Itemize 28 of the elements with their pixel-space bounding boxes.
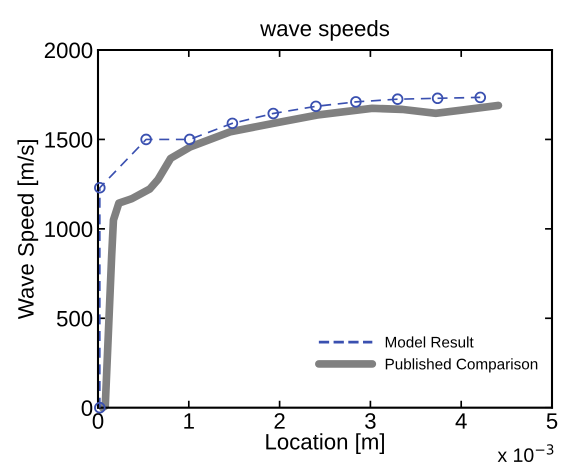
y-tick-label: 2000 bbox=[44, 42, 92, 58]
point bbox=[310, 100, 322, 112]
point bbox=[267, 108, 280, 120]
chart-title: wave speeds bbox=[260, 20, 390, 41]
point bbox=[432, 92, 444, 104]
point bbox=[94, 182, 106, 194]
x-tick-label: 5 bbox=[546, 413, 558, 429]
x-tick-label: 1 bbox=[184, 413, 194, 429]
x-tick-label: 0 bbox=[92, 413, 104, 429]
x-tick-label: 4 bbox=[456, 413, 467, 429]
y-tick-label: 1000 bbox=[45, 221, 92, 238]
point bbox=[140, 134, 152, 146]
point bbox=[94, 402, 106, 414]
text: x 10$^{−3}$ bbox=[498, 444, 554, 462]
point bbox=[392, 93, 404, 105]
y-tick-label: 500 bbox=[56, 310, 92, 327]
y-tick-label: 0 bbox=[82, 400, 92, 416]
legend-label: Model Result bbox=[386, 336, 474, 348]
point bbox=[350, 96, 362, 108]
point bbox=[474, 92, 486, 104]
x-axis-title: Location [m] bbox=[266, 433, 384, 454]
point bbox=[184, 134, 196, 146]
point bbox=[226, 118, 238, 130]
legend-label: Published Comparison bbox=[386, 358, 538, 372]
y-tick-label: 1500 bbox=[45, 132, 92, 148]
y-axis-title: Wave Speed [m/s] bbox=[17, 140, 38, 320]
x-tick-label: 2 bbox=[274, 413, 285, 429]
x-tick-label: 3 bbox=[365, 413, 376, 429]
